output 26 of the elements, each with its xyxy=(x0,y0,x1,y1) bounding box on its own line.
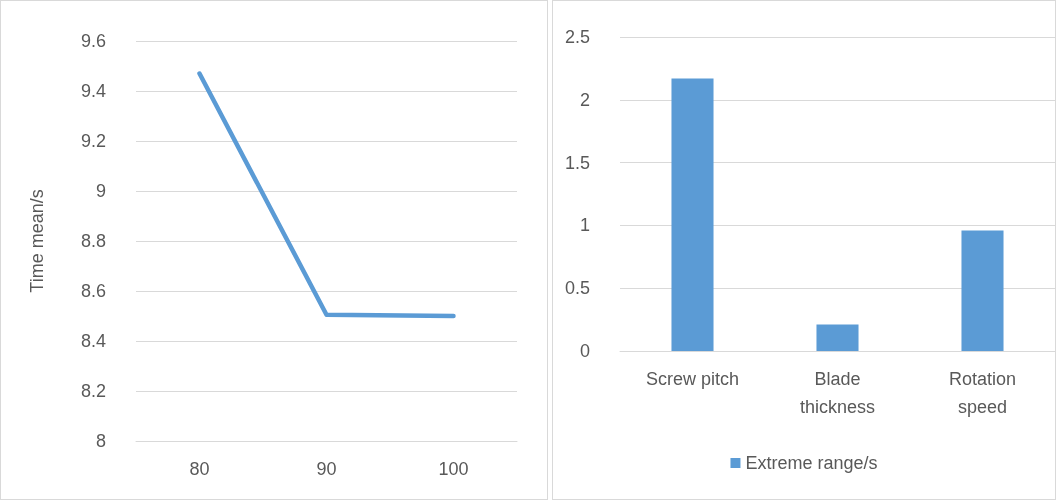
y-tick-label: 9.4 xyxy=(80,81,106,101)
y-tick-label: 0 xyxy=(579,341,590,361)
y-tick-label: 8.8 xyxy=(80,231,106,251)
y-tick-label: 9.2 xyxy=(80,131,106,151)
x-tick-label: 100 xyxy=(438,459,469,479)
y-tick-label: 2 xyxy=(579,89,590,110)
y-tick-label: 8.2 xyxy=(80,381,106,401)
x-tick-label: Rotation speed xyxy=(948,369,1017,417)
bar xyxy=(961,230,1004,351)
y-tick-label: 8 xyxy=(95,431,106,451)
y-tick-label: 9 xyxy=(95,181,106,201)
y-tick-label: 8.4 xyxy=(80,331,106,351)
bar xyxy=(671,78,714,351)
y-tick-label: 0.5 xyxy=(564,278,590,299)
x-tick-label: Blade thickness xyxy=(799,369,876,417)
y-tick-label: 9.6 xyxy=(80,31,106,51)
y-tick-label: 1.5 xyxy=(564,152,590,173)
y-axis-title: Time mean/s xyxy=(27,189,47,293)
y-tick-label: 8.6 xyxy=(80,281,106,301)
x-tick-label: 90 xyxy=(316,459,337,479)
bar xyxy=(816,324,859,351)
x-tick-label: 80 xyxy=(189,459,210,479)
legend-label: Extreme range/s xyxy=(745,453,878,473)
y-tick-label: 2.5 xyxy=(564,27,590,47)
y-tick-label: 1 xyxy=(579,215,590,236)
x-tick-label: Screw pitch xyxy=(645,369,740,389)
